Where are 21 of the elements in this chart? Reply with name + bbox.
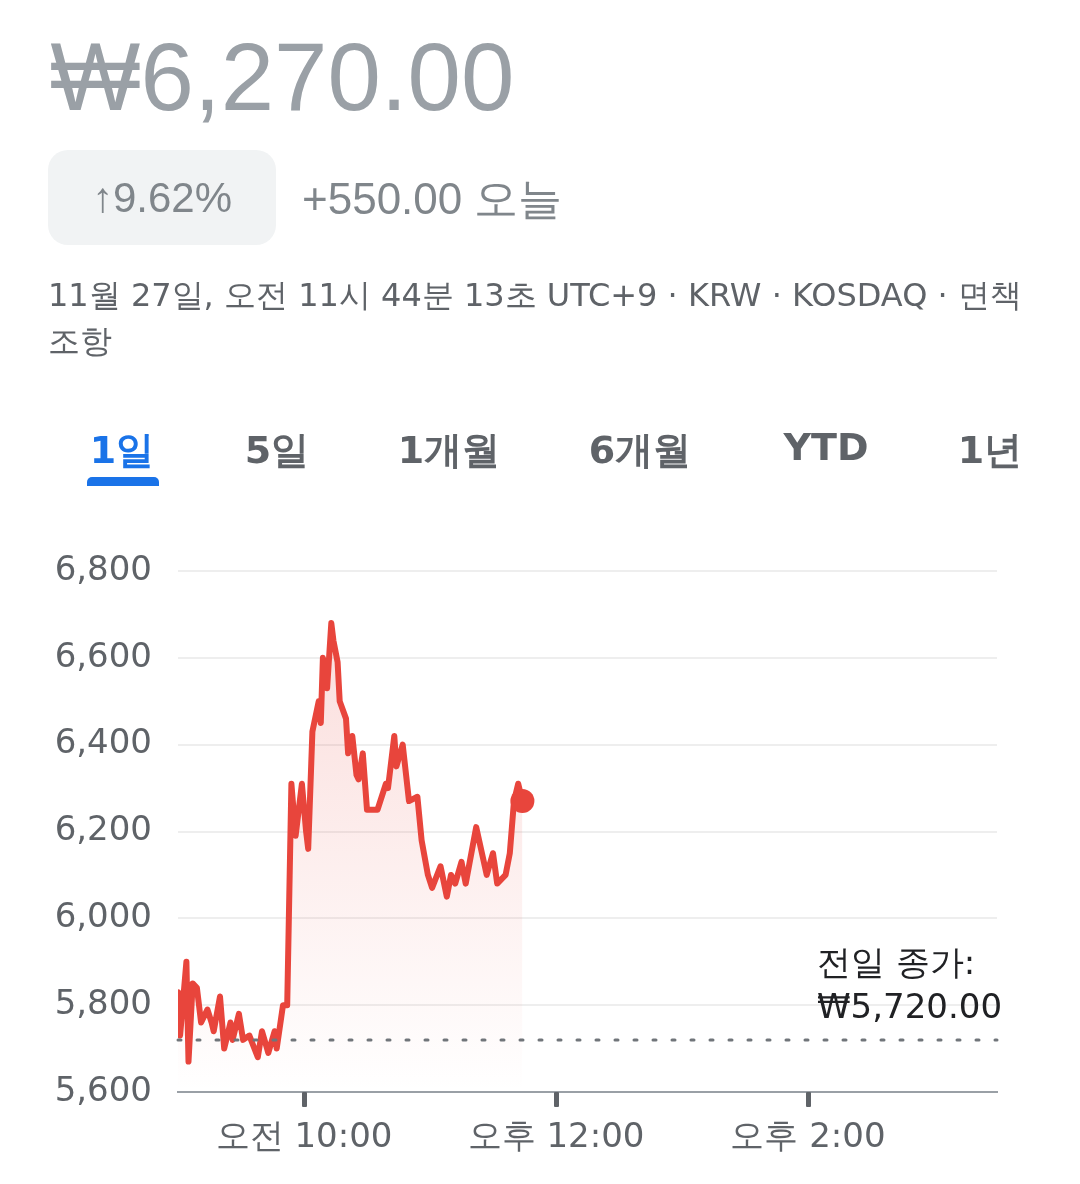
y-tick-label: 6,200 bbox=[54, 808, 152, 849]
x-tick-label: 오후 12:00 bbox=[467, 1115, 645, 1156]
text: 1일 bbox=[89, 427, 155, 474]
text: YTD bbox=[783, 425, 869, 469]
chart-subtitle: +550.00 오늘 bbox=[302, 173, 563, 225]
y-tick-label: 6,000 bbox=[54, 895, 152, 936]
y-tick-label: 6,600 bbox=[54, 634, 152, 675]
text: 5일 bbox=[244, 427, 310, 474]
y-tick-label: 6,400 bbox=[54, 721, 152, 762]
x-tick-label: 오후 2:00 bbox=[730, 1115, 886, 1156]
text: 11월 27일, 오전 11시 44분 13초 UTC+9 · KRW · KOSDAQ · 면책조항 bbox=[48, 275, 1023, 362]
x-tick-label: 오전 10:00 bbox=[215, 1115, 393, 1156]
text: 6개월 bbox=[588, 427, 692, 474]
text: ↑9.62% bbox=[48, 150, 276, 245]
y-tick-label: 6,800 bbox=[54, 547, 152, 588]
text: 1개월 bbox=[397, 427, 501, 474]
y-tick-label: 5,800 bbox=[54, 981, 152, 1022]
text: 1년 bbox=[957, 427, 1023, 474]
chart-title: ₩6,270.00 bbox=[50, 22, 515, 132]
y-tick-label: 5,600 bbox=[54, 1068, 152, 1109]
ref-line-label: 전일 종가: ₩5,720.00 bbox=[817, 941, 1003, 1026]
